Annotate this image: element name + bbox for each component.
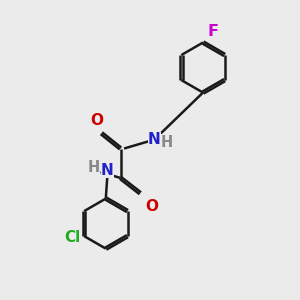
- Text: H: H: [161, 134, 173, 149]
- Text: Cl: Cl: [64, 230, 81, 245]
- Text: N: N: [148, 132, 161, 147]
- Text: H: H: [88, 160, 100, 175]
- Text: O: O: [146, 199, 159, 214]
- Text: F: F: [207, 24, 218, 39]
- Text: O: O: [91, 113, 103, 128]
- Text: N: N: [101, 163, 114, 178]
